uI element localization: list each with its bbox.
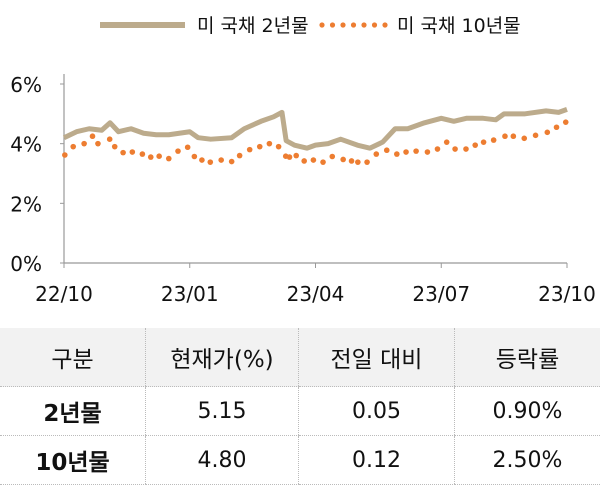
change-cell: 0.12: [298, 435, 455, 485]
x-tick-label: 23/07: [412, 282, 470, 306]
series-10y-point: [463, 146, 469, 152]
y-tick-label: 2%: [10, 192, 42, 216]
series-10y-point: [301, 158, 307, 164]
series-10y-point: [348, 158, 355, 164]
series-10y-point: [275, 143, 282, 150]
yield-chart: 미 국채 2년물 미 국채 10년물 0% 2% 4% 6% 22/10 23/01 23/…: [10, 15, 596, 306]
series-10y-point: [293, 152, 300, 159]
series-10y-point: [139, 151, 146, 157]
x-tick-label: 23/10: [538, 282, 596, 306]
series-10y-point: [544, 129, 551, 136]
series-10y-point: [329, 153, 336, 160]
series-10y-point: [480, 139, 487, 145]
legend-label-10y: 미 국채 10년물: [397, 15, 521, 37]
series-10y-point: [373, 151, 380, 157]
series-10y-point: [120, 149, 126, 156]
series-10y-point: [236, 152, 243, 159]
series-10y-point: [310, 157, 317, 163]
series-10y-point: [286, 154, 293, 160]
series-10y-point: [502, 133, 508, 140]
series-10y-point: [510, 133, 517, 140]
x-tick-label: 22/10: [35, 282, 93, 306]
legend-dot: [329, 22, 336, 28]
header-category: 구분: [0, 328, 146, 387]
series-10y-point: [320, 159, 326, 165]
x-tick-label: 23/01: [161, 282, 219, 306]
series-10y-point: [562, 119, 569, 125]
series-10y-point: [490, 137, 497, 143]
series-10y-point: [191, 153, 198, 160]
legend-swatch-10y: [319, 22, 388, 28]
series-10y-point: [81, 140, 87, 147]
series-10y-point: [175, 148, 181, 154]
price-cell: 5.15: [145, 386, 299, 436]
table-row: 10년물 4.80 0.12 2.50%: [0, 435, 600, 485]
series-10y-point: [443, 139, 450, 145]
series-10y-point: [452, 146, 458, 152]
series-10y-point: [228, 158, 235, 165]
series-10y-point: [434, 146, 441, 152]
y-tick-label: 6%: [10, 73, 42, 97]
series-10y-point: [266, 140, 273, 147]
series-10y-point: [413, 148, 419, 154]
series-10y-point: [553, 124, 560, 131]
legend-dot: [382, 22, 388, 28]
series-10y-point: [165, 155, 172, 162]
header-rate: 등락률: [454, 328, 600, 387]
series-10y-point: [355, 159, 361, 165]
series-10y-point: [532, 132, 539, 139]
legend-dot: [361, 22, 367, 28]
series-10y-point: [207, 159, 214, 165]
series-10y-point: [246, 146, 253, 153]
series-10y-point: [156, 153, 162, 159]
legend-dot: [371, 22, 378, 28]
header-change: 전일 대비: [298, 328, 455, 387]
series-10y-point: [111, 143, 118, 150]
series-10y-point: [472, 142, 479, 148]
yield-table: 구분 현재가(%) 전일 대비 등락률 2년물 5.15 0.05 0.90% …: [0, 328, 600, 485]
series-10y-point: [521, 135, 528, 142]
series-10y-point: [383, 147, 390, 154]
legend-dot: [340, 22, 346, 28]
change-cell: 0.05: [298, 386, 455, 436]
price-cell: 4.80: [145, 435, 299, 485]
series-2y-line: [62, 107, 568, 151]
series-10y-point: [424, 149, 431, 155]
rate-cell: 0.90%: [454, 386, 600, 436]
row-label: 10년물: [0, 435, 146, 485]
series-10y-point: [95, 140, 101, 147]
series-10y-point: [403, 149, 409, 155]
table-row: 2년물 5.15 0.05 0.90%: [0, 386, 600, 436]
legend: 미 국채 2년물 미 국채 10년물: [100, 15, 521, 37]
series-10y-point: [70, 143, 77, 150]
series-10y-point: [184, 144, 191, 151]
series-10y-point: [62, 152, 68, 158]
series-10y-point: [340, 156, 346, 163]
series-10y-point: [394, 151, 400, 157]
row-label: 2년물: [0, 386, 146, 436]
header-price: 현재가(%): [145, 328, 299, 387]
series-10y-point: [147, 154, 154, 160]
series-10y-point: [218, 157, 224, 163]
legend-dot: [319, 22, 325, 28]
y-tick-label: 0%: [10, 252, 42, 276]
series-10y-point: [199, 157, 205, 163]
legend-dot: [350, 22, 357, 28]
series-10y-point: [256, 143, 263, 150]
series-10y-point: [106, 136, 113, 142]
series-10y-point: [89, 133, 96, 140]
rate-cell: 2.50%: [454, 435, 600, 485]
series-10y-point: [129, 149, 136, 155]
y-tick-label: 4%: [10, 133, 42, 157]
table-header-row: 구분 현재가(%) 전일 대비 등락률: [0, 328, 600, 387]
legend-label-2y: 미 국채 2년물: [197, 15, 309, 37]
x-tick-label: 23/04: [287, 282, 345, 306]
series-10y-point: [364, 159, 370, 165]
